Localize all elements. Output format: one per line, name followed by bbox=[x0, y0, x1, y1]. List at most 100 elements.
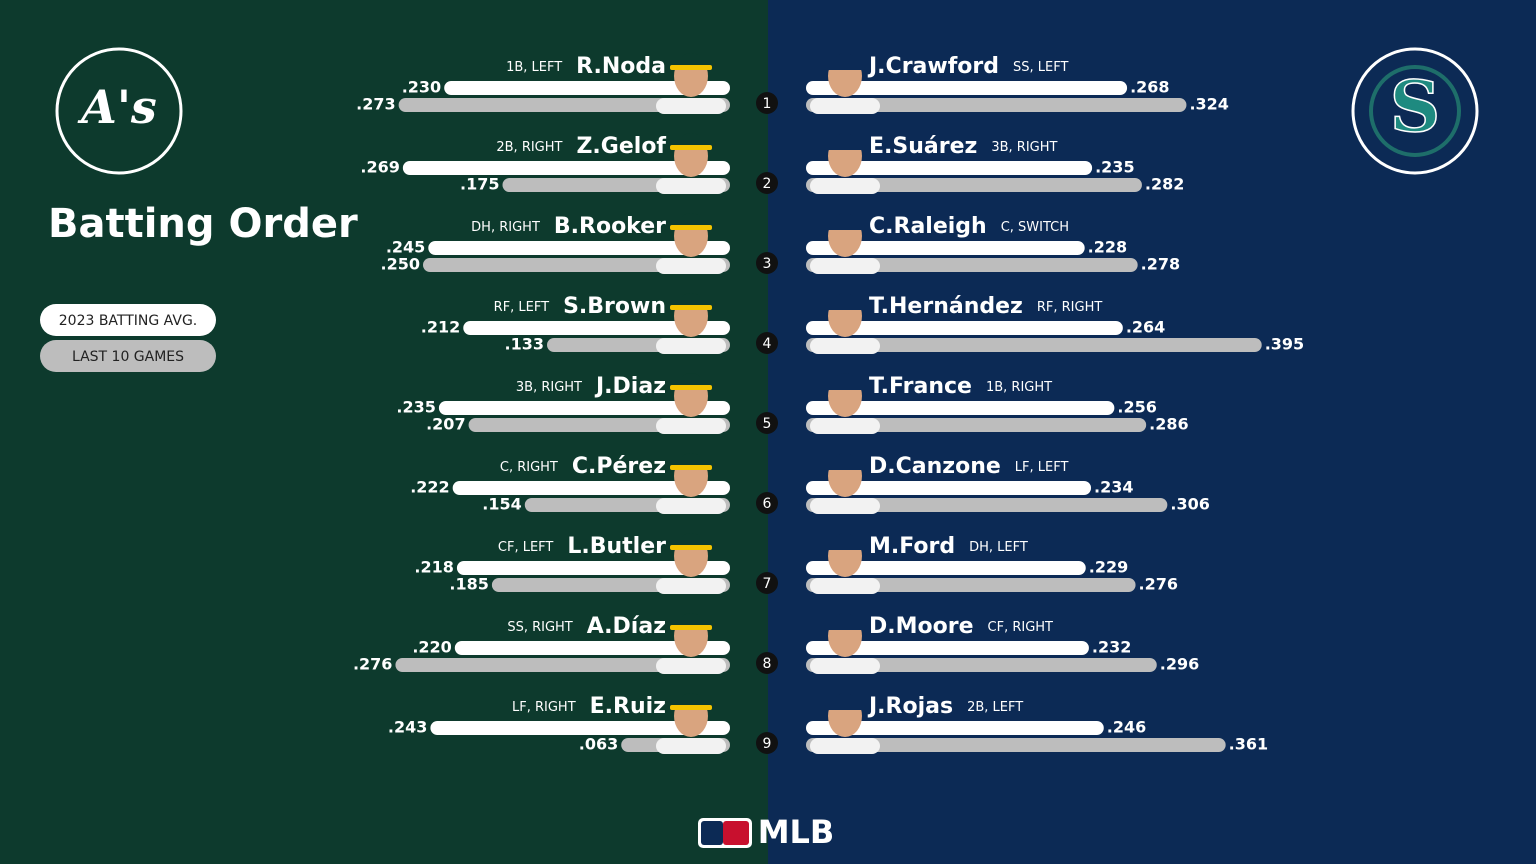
bar-avg-2023 bbox=[806, 321, 1123, 335]
value-label: .276 bbox=[353, 655, 392, 674]
player-name: D.Moore bbox=[869, 614, 974, 639]
value-label: .264 bbox=[1126, 318, 1165, 337]
mariners-logo: S bbox=[1351, 47, 1479, 175]
player-label: SS, RIGHT A.Díaz bbox=[507, 614, 666, 639]
player-name: Z.Gelof bbox=[576, 134, 666, 159]
bar-avg-2023 bbox=[806, 241, 1085, 255]
mariners-logo-text: S bbox=[1390, 65, 1441, 148]
player-position: 3B, RIGHT bbox=[516, 380, 582, 395]
player-label: 2B, RIGHT Z.Gelof bbox=[496, 134, 666, 159]
player-label: CF, LEFT L.Butler bbox=[498, 534, 666, 559]
bar-avg-2023 bbox=[806, 401, 1115, 415]
batting-order: 2 bbox=[763, 176, 772, 192]
bar-last-10 bbox=[398, 98, 730, 112]
athletics-logo-text: A's bbox=[77, 80, 157, 134]
player-photo bbox=[810, 213, 880, 274]
photo-shirt bbox=[810, 258, 880, 274]
player-label: DH, RIGHT B.Rooker bbox=[471, 214, 666, 239]
player-name: C.Raleigh bbox=[869, 214, 987, 239]
player-name: A.Díaz bbox=[587, 614, 666, 639]
photo-cap bbox=[672, 53, 710, 68]
bar-avg-2023 bbox=[444, 81, 730, 95]
player-position: C, SWITCH bbox=[1001, 220, 1069, 235]
bar-last-10 bbox=[806, 178, 1142, 192]
bar-avg-2023 bbox=[454, 641, 730, 655]
value-label: .243 bbox=[388, 718, 427, 737]
bar-avg-2023 bbox=[806, 481, 1092, 495]
player-label: C, RIGHT C.Pérez bbox=[500, 454, 666, 479]
photo-cap bbox=[672, 533, 710, 548]
photo-cap-bill bbox=[824, 625, 866, 630]
value-label: .273 bbox=[356, 95, 395, 114]
photo-cap-bill bbox=[670, 625, 712, 630]
value-label: .185 bbox=[449, 575, 488, 594]
player-label: E.Suárez 3B, RIGHT bbox=[869, 134, 1057, 159]
player-photo bbox=[810, 533, 880, 594]
photo-shirt bbox=[656, 338, 726, 354]
photo-cap bbox=[672, 293, 710, 308]
photo-cap bbox=[672, 373, 710, 388]
player-photo bbox=[810, 293, 880, 354]
value-label: .250 bbox=[381, 255, 420, 274]
photo-cap-bill bbox=[824, 145, 866, 150]
photo-cap-bill bbox=[670, 145, 712, 150]
bar-avg-2023 bbox=[428, 241, 730, 255]
photo-cap bbox=[826, 373, 864, 388]
photo-shirt bbox=[810, 178, 880, 194]
value-label: .222 bbox=[410, 478, 449, 497]
player-name: J.Diaz bbox=[594, 374, 666, 399]
photo-cap-bill bbox=[824, 65, 866, 70]
value-label: .232 bbox=[1092, 638, 1131, 657]
photo-cap bbox=[826, 293, 864, 308]
batting-order: 4 bbox=[763, 336, 772, 352]
bar-last-10 bbox=[806, 658, 1157, 672]
order-badge bbox=[756, 652, 778, 674]
player-label: 3B, RIGHT J.Diaz bbox=[516, 374, 666, 399]
photo-cap bbox=[826, 53, 864, 68]
value-label: .063 bbox=[579, 735, 618, 754]
bar-last-10 bbox=[806, 338, 1262, 352]
player-position: 2B, RIGHT bbox=[496, 140, 562, 155]
player-label: RF, LEFT S.Brown bbox=[494, 294, 666, 319]
bar-last-10 bbox=[423, 258, 730, 272]
player-label: T.Hernández RF, RIGHT bbox=[869, 294, 1102, 319]
photo-shirt bbox=[810, 578, 880, 594]
photo-shirt bbox=[810, 98, 880, 114]
photo-cap bbox=[826, 533, 864, 548]
bar-avg-2023 bbox=[806, 721, 1104, 735]
photo-shirt bbox=[656, 258, 726, 274]
photo-shirt bbox=[656, 738, 726, 754]
value-label: .256 bbox=[1117, 398, 1156, 417]
photo-shirt bbox=[656, 418, 726, 434]
legend-swatch-avg bbox=[40, 304, 216, 336]
photo-cap-bill bbox=[824, 385, 866, 390]
bar-last-10 bbox=[806, 578, 1136, 592]
value-label: .218 bbox=[414, 558, 453, 577]
photo-cap bbox=[826, 613, 864, 628]
batting-order: 9 bbox=[763, 736, 772, 752]
player-position: RF, RIGHT bbox=[1037, 300, 1102, 315]
title: Batting Order bbox=[48, 201, 358, 247]
player-position: 1B, RIGHT bbox=[986, 380, 1052, 395]
value-label: .175 bbox=[460, 175, 499, 194]
order-badge bbox=[756, 412, 778, 434]
value-label: .324 bbox=[1189, 95, 1228, 114]
photo-shirt bbox=[656, 98, 726, 114]
value-label: .276 bbox=[1139, 575, 1178, 594]
player-name: M.Ford bbox=[869, 534, 955, 559]
player-name: B.Rooker bbox=[554, 214, 666, 239]
player-name: T.France bbox=[869, 374, 972, 399]
value-label: .229 bbox=[1089, 558, 1128, 577]
photo-shirt bbox=[810, 658, 880, 674]
value-label: .235 bbox=[396, 398, 435, 417]
player-name: J.Crawford bbox=[867, 54, 999, 79]
value-label: .207 bbox=[426, 415, 465, 434]
value-label: .246 bbox=[1107, 718, 1146, 737]
bar-avg-2023 bbox=[430, 721, 730, 735]
player-name: C.Pérez bbox=[572, 454, 666, 479]
player-name: T.Hernández bbox=[869, 294, 1023, 319]
value-label: .154 bbox=[482, 495, 521, 514]
player-position: DH, RIGHT bbox=[471, 220, 540, 235]
player-label: D.Canzone LF, LEFT bbox=[869, 454, 1068, 479]
photo-shirt bbox=[656, 498, 726, 514]
